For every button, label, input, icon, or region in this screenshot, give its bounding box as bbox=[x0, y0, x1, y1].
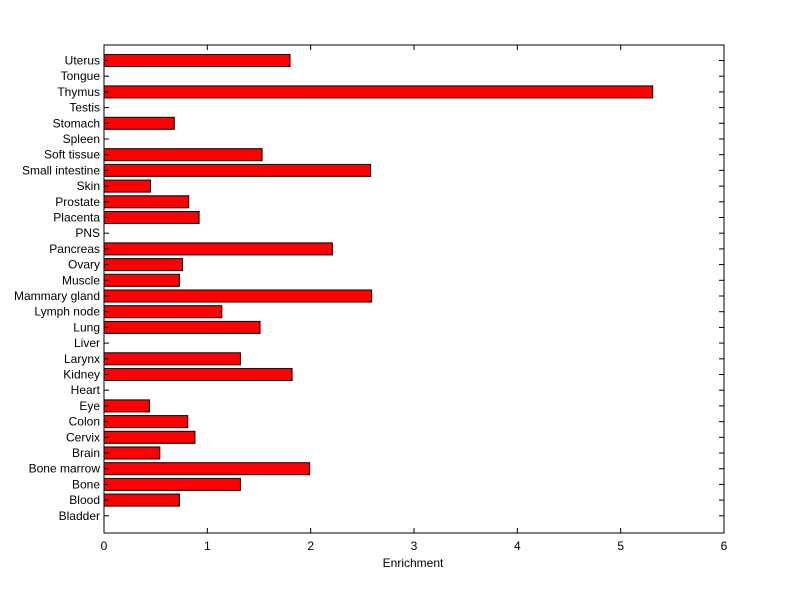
y-tick-label: Small intestine bbox=[22, 163, 100, 177]
y-tick-label: Kidney bbox=[63, 368, 100, 382]
y-tick-label: Bone marrow bbox=[29, 462, 101, 476]
x-tick-label: 2 bbox=[307, 539, 314, 553]
bar bbox=[103, 211, 200, 224]
y-tick-label: Larynx bbox=[64, 352, 100, 366]
y-tick-label: Heart bbox=[71, 383, 101, 397]
plot-frame bbox=[103, 44, 725, 534]
y-tick-label: Pancreas bbox=[49, 242, 100, 256]
y-tick-label: Tongue bbox=[61, 69, 101, 83]
y-tick-label: Eye bbox=[79, 399, 100, 413]
y-tick-label: Skin bbox=[77, 179, 100, 193]
x-tick-label: 0 bbox=[101, 539, 108, 553]
y-tick-label: Prostate bbox=[55, 195, 100, 209]
bar bbox=[103, 462, 311, 476]
bar bbox=[103, 195, 190, 209]
y-tick-label: Cervix bbox=[66, 430, 100, 444]
y-tick-label: Ovary bbox=[68, 258, 100, 272]
bar bbox=[103, 399, 150, 413]
bar bbox=[103, 305, 223, 319]
bar bbox=[103, 85, 654, 99]
bar bbox=[103, 273, 180, 287]
y-tick-label: Muscle bbox=[62, 273, 100, 287]
y-tick-label: Placenta bbox=[53, 211, 100, 225]
y-tick-label: Lung bbox=[73, 320, 100, 334]
y-tick-label: Bladder bbox=[59, 509, 100, 523]
bar bbox=[103, 493, 180, 507]
x-tick-label: 1 bbox=[204, 539, 211, 553]
y-tick-label: Testis bbox=[69, 101, 100, 115]
bar bbox=[103, 54, 291, 67]
bar bbox=[103, 352, 241, 366]
x-axis-label: Enrichment bbox=[383, 556, 444, 570]
y-tick-label: Mammary gland bbox=[14, 289, 100, 303]
bar bbox=[103, 242, 333, 256]
bar bbox=[103, 289, 373, 303]
y-tick-label: Soft tissue bbox=[44, 148, 100, 162]
x-ticks-group: 0 1 2 3 4 5 6 bbox=[101, 45, 728, 553]
y-tick-label: Liver bbox=[74, 336, 100, 350]
bar bbox=[103, 477, 241, 491]
bar bbox=[103, 163, 372, 177]
y-tick-label: Bone bbox=[72, 477, 100, 491]
bar bbox=[103, 415, 189, 429]
x-tick-label: 6 bbox=[721, 539, 728, 553]
bar bbox=[103, 368, 293, 381]
y-tick-label: Brain bbox=[72, 446, 100, 460]
y-tick-label: Spleen bbox=[63, 132, 100, 146]
x-tick-label: 5 bbox=[617, 539, 624, 553]
bar bbox=[103, 116, 175, 130]
y-tick-label: Colon bbox=[69, 415, 100, 429]
y-tick-label: Blood bbox=[69, 493, 100, 507]
bar bbox=[103, 320, 261, 334]
bar bbox=[103, 148, 263, 162]
bar bbox=[103, 258, 184, 272]
x-tick-label: 4 bbox=[514, 539, 521, 553]
y-tick-label: Stomach bbox=[53, 116, 100, 130]
bar bbox=[103, 179, 151, 193]
x-tick-label: 3 bbox=[411, 539, 418, 553]
plot-area bbox=[104, 45, 724, 533]
y-tick-label: Thymus bbox=[57, 85, 100, 99]
y-tick-label: Lymph node bbox=[34, 305, 100, 319]
bar bbox=[103, 430, 196, 444]
bar bbox=[103, 446, 161, 460]
y-tick-label: Uterus bbox=[65, 54, 100, 68]
y-tick-label: PNS bbox=[75, 226, 100, 240]
